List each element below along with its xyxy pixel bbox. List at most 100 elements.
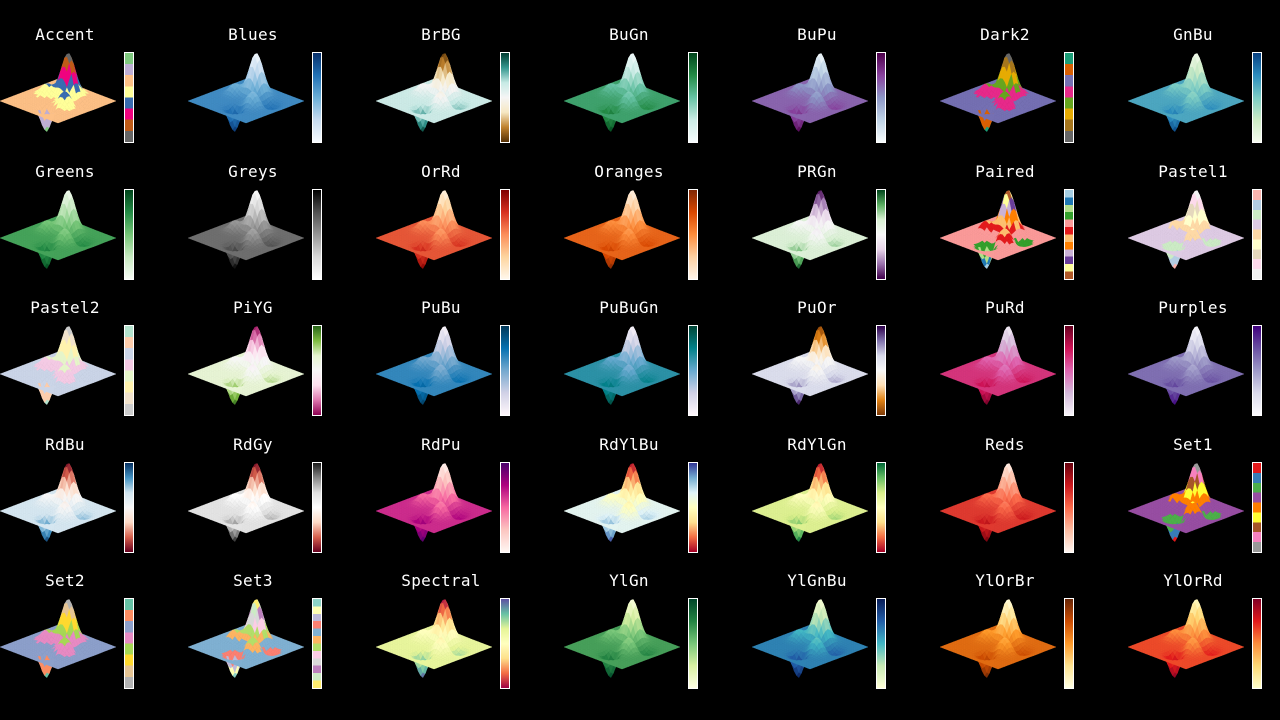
colorbar [688, 188, 698, 280]
colormap-title: RdYlBu [564, 435, 694, 454]
colormap-title: Accent [0, 25, 130, 44]
colormap-title: YlOrBr [940, 571, 1070, 590]
colormap-panel: PiYG [188, 283, 370, 416]
colormap-title: RdYlGn [752, 435, 882, 454]
colormap-title: Dark2 [940, 25, 1070, 44]
colorbar [124, 52, 134, 143]
surface-plot [376, 599, 493, 679]
colormap-title: Set2 [0, 571, 130, 590]
colorbar [876, 461, 886, 553]
colormap-title: Purples [1128, 298, 1258, 317]
colormap-panel: RdPu [376, 420, 558, 553]
colormap-panel: BrBG [376, 10, 558, 143]
colorbar [500, 461, 510, 553]
surface-plot [940, 53, 1057, 133]
colorbar [688, 461, 698, 553]
colormap-title: OrRd [376, 162, 506, 181]
surface-plot [940, 599, 1057, 679]
surface-plot [0, 326, 117, 406]
colorbar [124, 188, 134, 280]
colorbar [312, 325, 322, 416]
colormap-panel: RdYlBu [564, 420, 746, 553]
colorbar [124, 598, 134, 689]
colorbar [1064, 598, 1074, 689]
colormap-title: Paired [940, 162, 1070, 181]
colorbar [124, 325, 134, 416]
colormap-panel: OrRd [376, 147, 558, 280]
colormap-panel: RdGy [188, 420, 370, 553]
surface-plot [1128, 462, 1245, 542]
colormap-panel: Paired [940, 147, 1122, 280]
colormap-panel: Set3 [188, 556, 370, 689]
colorbar [688, 598, 698, 689]
colormap-panel: PuBuGn [564, 283, 746, 416]
colormap-panel: Reds [940, 420, 1122, 553]
colormap-panel: Dark2 [940, 10, 1122, 143]
colormap-title: PuOr [752, 298, 882, 317]
colormap-title: PuRd [940, 298, 1070, 317]
colormap-panel: Oranges [564, 147, 746, 280]
surface-plot [752, 462, 869, 542]
colormap-title: Reds [940, 435, 1070, 454]
colormap-title: Pastel2 [0, 298, 130, 317]
surface-plot [376, 189, 493, 269]
surface-plot [188, 189, 305, 269]
colorbar [1252, 325, 1262, 416]
colorbar [312, 52, 322, 143]
colormap-panel: RdYlGn [752, 420, 934, 553]
colormap-panel: Greys [188, 147, 370, 280]
colorbar [876, 188, 886, 280]
surface-plot [0, 189, 117, 269]
colorbar [312, 188, 322, 280]
colorbar [1252, 52, 1262, 143]
colormap-title: PuBuGn [564, 298, 694, 317]
colormap-title: Set3 [188, 571, 318, 590]
colormap-title: Spectral [376, 571, 506, 590]
surface-plot [188, 462, 305, 542]
surface-plot [376, 462, 493, 542]
surface-plot [1128, 189, 1245, 269]
colorbar [312, 598, 322, 689]
colorbar [500, 325, 510, 416]
colormap-title: BuPu [752, 25, 882, 44]
colorbar [688, 52, 698, 143]
colormap-title: Greys [188, 162, 318, 181]
surface-plot [940, 326, 1057, 406]
surface-plot [188, 599, 305, 679]
surface-plot [752, 326, 869, 406]
colorbar [1252, 188, 1262, 280]
surface-plot [752, 189, 869, 269]
surface-plot [564, 189, 681, 269]
colormap-panel: PuBu [376, 283, 558, 416]
colormap-panel: YlOrBr [940, 556, 1122, 689]
surface-plot [752, 53, 869, 133]
surface-plot [752, 599, 869, 679]
colorbar [500, 598, 510, 689]
colorbar [124, 461, 134, 553]
colorbar [688, 325, 698, 416]
colormap-panel: Accent [0, 10, 182, 143]
colorbar [500, 188, 510, 280]
colorbar [1252, 598, 1262, 689]
colorbar [1064, 188, 1074, 280]
colormap-panel: Set2 [0, 556, 182, 689]
colormap-title: BrBG [376, 25, 506, 44]
surface-plot [564, 326, 681, 406]
surface-plot [940, 189, 1057, 269]
surface-plot [564, 599, 681, 679]
colormap-panel: Pastel1 [1128, 147, 1280, 280]
colormap-panel: Spectral [376, 556, 558, 689]
colormap-panel: Pastel2 [0, 283, 182, 416]
colorbar [1064, 52, 1074, 143]
colormap-title: RdGy [188, 435, 318, 454]
surface-plot [0, 599, 117, 679]
surface-plot [1128, 326, 1245, 406]
colormap-title: YlOrRd [1128, 571, 1258, 590]
colorbar [876, 325, 886, 416]
colormap-title: RdPu [376, 435, 506, 454]
colormap-panel: BuPu [752, 10, 934, 143]
colormap-title: BuGn [564, 25, 694, 44]
colormap-panel: Set1 [1128, 420, 1280, 553]
colorbar [312, 461, 322, 553]
